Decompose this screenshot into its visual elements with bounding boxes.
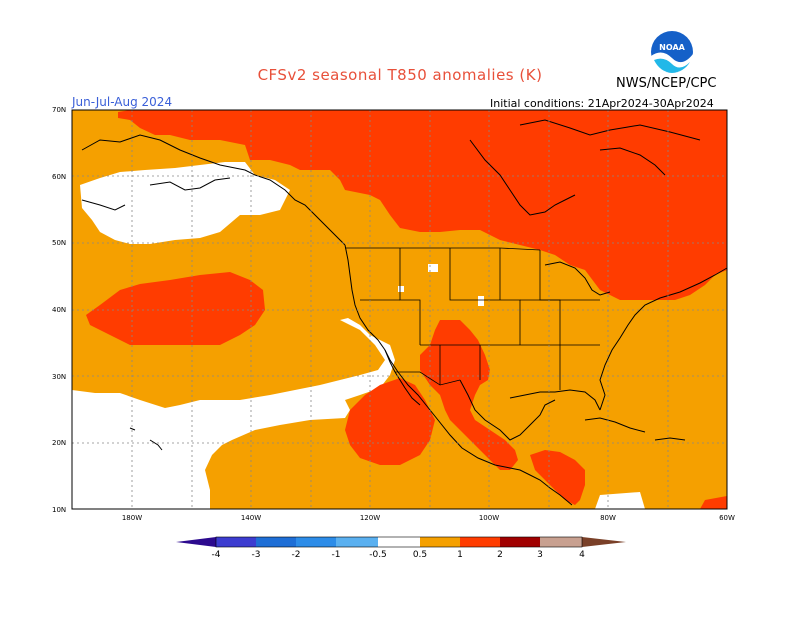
anomaly-region-mexico: [420, 320, 518, 470]
lat-label-40n: 40N: [52, 306, 66, 314]
neutral-patch-2: [478, 296, 484, 306]
colorbar-frame: [215, 536, 583, 548]
colorbar-swatch--1: [336, 537, 378, 547]
lon-label-60w: 60W: [719, 514, 735, 522]
political-borders: [345, 247, 600, 390]
longitude-labels: 180W 140W 120W 100W 80W 60W: [122, 514, 735, 522]
colorbar: -4 -3 -2 -1 -0.5 0.5 1 2 3 4: [176, 536, 626, 560]
lat-label-10n: 10N: [52, 506, 66, 514]
lat-label-20n: 20N: [52, 439, 66, 447]
lat-label-60n: 60N: [52, 173, 66, 181]
noaa-logo-icon: NOAA: [651, 31, 693, 73]
anomaly-region-canada: [118, 110, 727, 300]
period-label: Jun-Jul-Aug 2024: [72, 95, 173, 109]
anomaly-region-pacific-blob: [86, 272, 265, 345]
lon-label-80w: 80W: [600, 514, 616, 522]
colorbar-swatch-2: [500, 537, 540, 547]
colorbar-swatch--3: [256, 537, 296, 547]
colorbar-label-3: 3: [537, 550, 543, 560]
lat-label-30n: 30N: [52, 373, 66, 381]
colorbar-swatch-neutral: [378, 537, 420, 547]
graticule: [72, 110, 727, 509]
lon-label-180w: 180W: [122, 514, 142, 522]
colorbar-low-arrow: [176, 537, 216, 547]
colorbar-swatch-3: [540, 537, 582, 547]
anomaly-region-caribbean: [700, 496, 727, 509]
lat-label-50n: 50N: [52, 239, 66, 247]
map-title: CFSv2 seasonal T850 anomalies (K): [257, 66, 543, 84]
colorbar-swatch-0.5: [420, 537, 460, 547]
neutral-patch-3: [398, 286, 404, 292]
lon-label-140w: 140W: [241, 514, 261, 522]
latitude-labels: 70N 60N 50N 40N 30N 20N 10N: [52, 106, 66, 514]
neutral-patch-1: [428, 264, 438, 272]
lat-label-70n: 70N: [52, 106, 66, 114]
lon-label-100w: 100W: [479, 514, 499, 522]
lon-label-120w: 120W: [360, 514, 380, 522]
colorbar-swatch--4: [216, 537, 256, 547]
neutral-patch-4: [595, 492, 645, 509]
anomaly-region-central-america: [530, 450, 585, 505]
colorbar-label--3: -3: [252, 550, 261, 560]
colorbar-swatch-1: [460, 537, 500, 547]
coastlines: [81, 119, 728, 506]
neutral-region-baja-pacific: [72, 318, 395, 509]
agency-label: NWS/NCEP/CPC: [616, 76, 717, 91]
colorbar-label--2: -2: [292, 550, 301, 560]
colorbar-swatch--2: [296, 537, 336, 547]
map-frame: [71, 109, 728, 510]
colorbar-label-4: 4: [579, 550, 585, 560]
colorbar-label--0.5: -0.5: [369, 550, 387, 560]
noaa-logo-text: NOAA: [659, 43, 685, 52]
neutral-region-alaska: [80, 162, 290, 244]
colorbar-high-arrow: [582, 537, 626, 547]
colorbar-label-1: 1: [457, 550, 463, 560]
colorbar-label--1: -1: [332, 550, 341, 560]
colorbar-label--4: -4: [212, 550, 221, 560]
initial-conditions-label: Initial conditions: 21Apr2024-30Apr2024: [490, 97, 714, 110]
colorbar-label-2: 2: [497, 550, 503, 560]
colorbar-label-0.5: 0.5: [413, 550, 427, 560]
